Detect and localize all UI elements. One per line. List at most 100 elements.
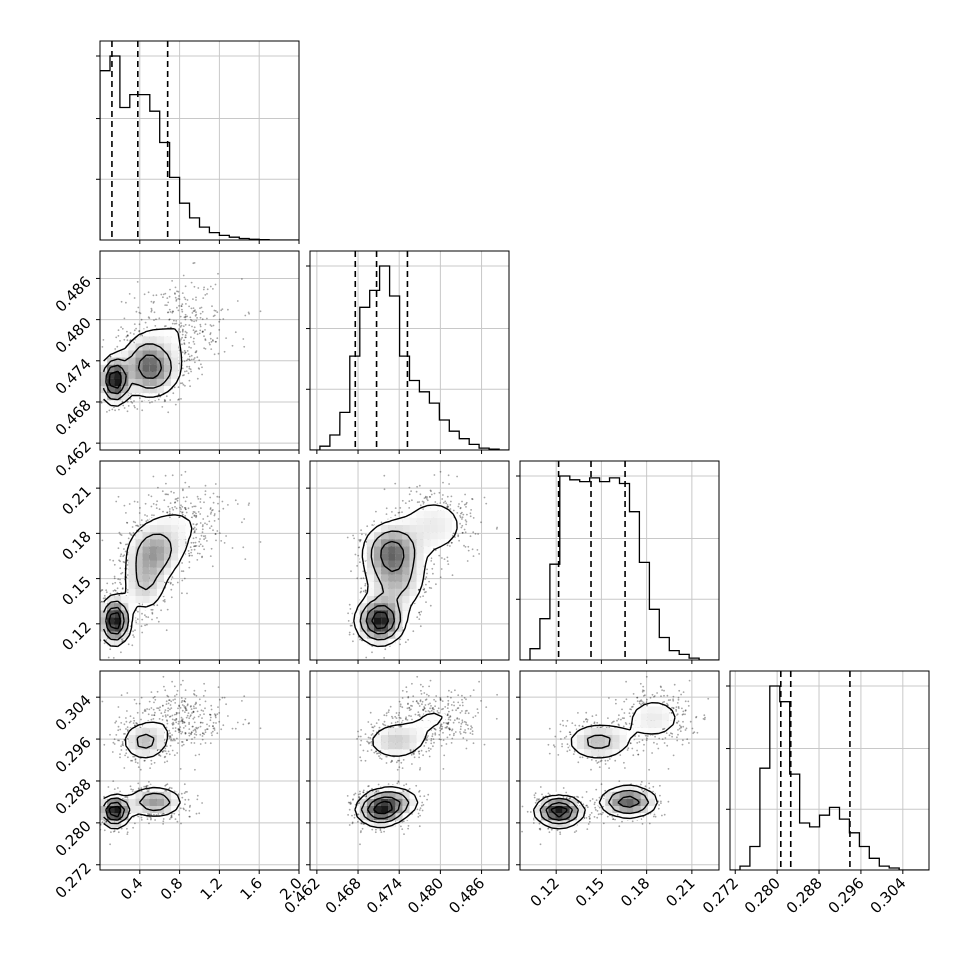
sample-point <box>190 370 193 373</box>
sample-point <box>190 318 192 321</box>
density-cell <box>171 539 179 547</box>
sample-point <box>98 616 100 618</box>
sample-point <box>195 296 197 299</box>
sample-point <box>172 310 175 313</box>
sample-point <box>474 533 477 535</box>
sample-point <box>195 299 197 301</box>
sample-point <box>195 319 198 322</box>
sample-point <box>164 292 167 295</box>
sample-point <box>129 332 132 334</box>
sample-point <box>146 515 149 517</box>
sample-point <box>177 386 180 389</box>
sample-point <box>180 504 182 507</box>
sample-point <box>119 567 122 570</box>
sample-point <box>169 512 171 515</box>
sample-point <box>171 506 174 509</box>
sample-point <box>179 326 182 328</box>
sample-point <box>151 612 154 615</box>
sample-point <box>234 331 237 334</box>
sample-point <box>115 336 118 339</box>
sample-point <box>160 609 163 612</box>
sample-point <box>397 511 400 514</box>
sample-point <box>184 470 187 473</box>
sample-point <box>211 339 214 341</box>
sample-point <box>221 308 224 310</box>
sample-point <box>181 382 184 384</box>
sample-point <box>180 474 183 476</box>
y-tick-label: 0.480 <box>52 314 95 357</box>
contour-level-2 <box>105 354 163 395</box>
y-tick-label: 0.12 <box>58 618 94 654</box>
density-cell <box>128 574 136 582</box>
density-cell <box>171 343 179 351</box>
sample-point <box>426 572 428 575</box>
sample-point <box>132 531 135 534</box>
sample-point <box>117 495 120 498</box>
sample-point <box>193 262 196 264</box>
density-cell <box>149 525 157 533</box>
sample-point <box>193 514 196 517</box>
sample-point <box>188 346 191 348</box>
sample-point <box>214 283 217 286</box>
sample-point <box>119 581 121 584</box>
sample-point <box>179 382 182 385</box>
sample-point <box>186 299 189 301</box>
density-cell <box>164 336 172 344</box>
sample-point <box>194 314 197 317</box>
sample-point <box>204 537 207 539</box>
sample-point <box>204 329 206 331</box>
sample-point <box>162 599 165 602</box>
sample-point <box>462 513 465 516</box>
density-cell <box>171 546 179 554</box>
density-cell <box>135 596 143 604</box>
sample-point <box>174 322 176 325</box>
sample-point <box>137 306 140 309</box>
density-cell <box>142 329 150 337</box>
sample-point <box>184 298 187 301</box>
density-cell <box>100 610 108 618</box>
sample-point <box>190 347 192 349</box>
sample-point <box>187 507 190 510</box>
sample-point <box>464 519 467 521</box>
sample-point <box>217 502 219 505</box>
sample-point <box>185 336 187 339</box>
sample-point <box>195 515 197 517</box>
sample-point <box>187 550 190 552</box>
density-cell <box>114 638 122 646</box>
sample-point <box>201 528 204 531</box>
sample-point <box>105 591 108 594</box>
sample-point <box>359 539 362 541</box>
sample-point <box>438 554 441 557</box>
sample-point <box>199 522 202 524</box>
sample-point <box>189 368 192 371</box>
density-cell <box>128 371 136 379</box>
sample-point <box>155 507 158 509</box>
density-cell <box>114 386 122 394</box>
sample-point <box>172 583 174 586</box>
sample-point <box>167 493 170 496</box>
sample-point <box>121 327 124 330</box>
density-cell <box>114 371 122 379</box>
density-cell <box>107 393 115 401</box>
density-cell <box>128 560 136 568</box>
sample-point <box>192 537 195 540</box>
sample-point <box>469 512 472 515</box>
sample-point <box>202 524 204 526</box>
sample-point <box>153 311 156 314</box>
density-cell <box>135 336 143 344</box>
density-cell <box>107 638 115 646</box>
sample-point <box>210 547 213 550</box>
sample-point <box>94 361 96 363</box>
density-cell <box>171 329 179 337</box>
sample-point <box>184 508 187 510</box>
sample-point <box>191 312 194 314</box>
sample-point <box>394 507 397 509</box>
sample-point <box>163 499 166 502</box>
sample-point <box>430 493 433 496</box>
sample-point <box>120 300 123 303</box>
density-cell <box>164 532 172 540</box>
density-cell <box>114 631 122 639</box>
sample-point <box>189 316 192 319</box>
sample-point <box>153 319 155 321</box>
